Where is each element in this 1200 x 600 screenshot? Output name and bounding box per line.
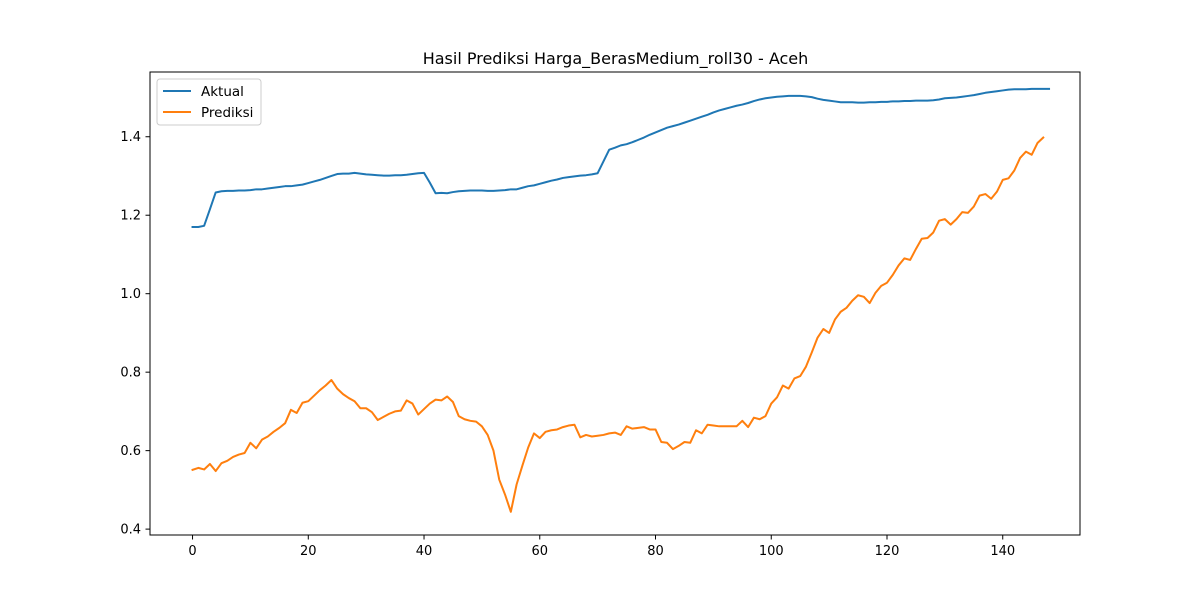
plot-frame [149, 71, 1081, 536]
y-tick-label: 0.6 [120, 444, 141, 459]
legend-label-aktual: Aktual [201, 84, 244, 100]
x-tick-label: 40 [416, 544, 433, 559]
y-tick-label: 0.4 [120, 523, 141, 538]
y-tick-label: 1.0 [120, 287, 141, 302]
y-tick-label: 0.8 [120, 366, 141, 381]
x-tick-label: 20 [300, 544, 317, 559]
x-tick-label: 140 [990, 544, 1015, 559]
legend: Aktual Prediksi [156, 78, 262, 126]
x-tick-label: 60 [531, 544, 548, 559]
axes: 0 20 40 60 80 100 120 140 0.4 0.6 0.8 1.0 1.2 1.4 [120, 130, 1015, 559]
legend-label-prediksi: Prediksi [201, 105, 253, 121]
plot-area [191, 87, 1051, 513]
y-tick-label: 1.4 [120, 130, 141, 145]
x-tick-label: 80 [647, 544, 664, 559]
x-tick-label: 100 [759, 544, 784, 559]
x-tick-label: 120 [875, 544, 900, 559]
x-tick-label: 0 [188, 544, 196, 559]
series-line-aktual [191, 87, 1051, 228]
series-line-prediksi [191, 136, 1045, 513]
y-tick-label: 1.2 [120, 209, 141, 224]
chart-title: Hasil Prediksi Harga_BerasMedium_roll30 … [423, 49, 809, 69]
